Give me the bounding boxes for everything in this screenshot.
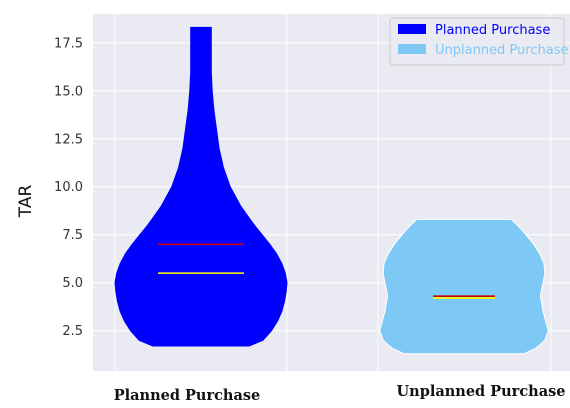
- y-tick-label: 15.0: [54, 84, 83, 99]
- legend: Planned Purchase Unplanned Purchase: [389, 17, 568, 66]
- y-axis: 2.5 5.0 7.5 10.0 12.5 15.0 17.5: [54, 36, 83, 339]
- violin-planned: [114, 26, 288, 347]
- y-tick-label: 7.5: [62, 228, 83, 243]
- violins: [114, 26, 549, 355]
- y-tick-label: 10.0: [54, 180, 83, 195]
- y-tick-label: 2.5: [62, 324, 83, 339]
- violin-unplanned: [379, 218, 549, 355]
- x-category-label: Unplanned Purchase: [397, 383, 566, 400]
- legend-label: Planned Purchase: [435, 23, 550, 38]
- x-category-label: Planned Purchase: [114, 387, 261, 403]
- y-axis-label: TAR: [16, 185, 36, 219]
- legend-label: Unplanned Purchase: [435, 43, 568, 58]
- legend-swatch: [398, 24, 426, 34]
- legend-swatch: [398, 44, 426, 54]
- y-tick-label: 5.0: [62, 276, 83, 291]
- y-tick-label: 17.5: [54, 36, 83, 51]
- x-axis: Planned Purchase Unplanned Purchase: [114, 383, 566, 404]
- y-tick-label: 12.5: [54, 132, 83, 147]
- legend-box: [389, 17, 565, 66]
